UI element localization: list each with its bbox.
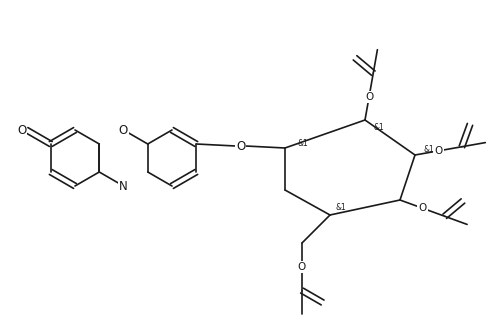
Text: O: O	[434, 146, 442, 156]
Text: N: N	[119, 179, 128, 192]
Text: O: O	[119, 124, 128, 137]
Text: &1: &1	[297, 139, 308, 147]
Text: O: O	[365, 92, 373, 101]
Text: O: O	[236, 139, 245, 152]
Text: &1: &1	[373, 124, 384, 133]
Text: O: O	[17, 124, 26, 137]
Text: &1: &1	[335, 203, 346, 211]
Text: &1: &1	[423, 146, 434, 154]
Text: O: O	[418, 203, 426, 213]
Text: O: O	[298, 262, 306, 272]
